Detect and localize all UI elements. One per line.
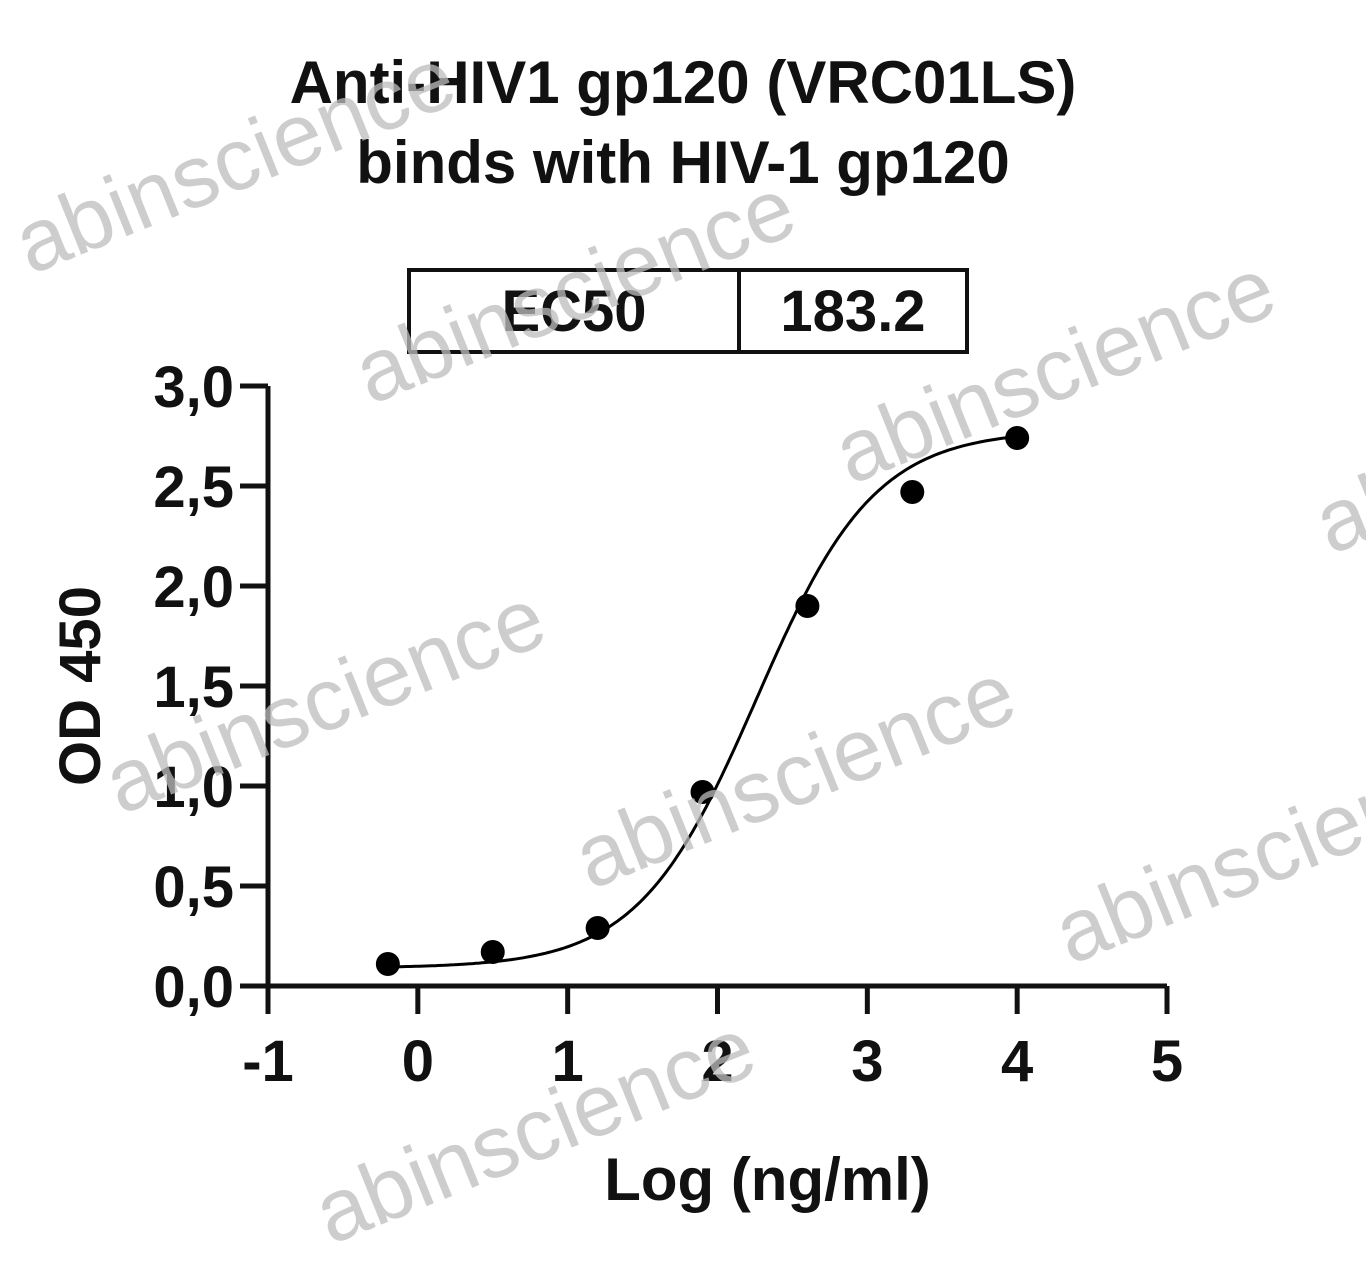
chart-title-line-1: Anti-HIV1 gp120 (VRC01LS) xyxy=(289,49,1077,116)
ec50-table: EC50 183.2 xyxy=(407,268,969,354)
x-tick-label: 3 xyxy=(851,1029,883,1094)
axis-labels-layer: 0,0 0,5 1,0 1,5 2,0 2,5 3,0 -1 0 1 2 3 4 5 Log (ng/ml)… xyxy=(48,355,1183,1213)
ec50-value: 183.2 xyxy=(780,278,926,344)
x-tick-label: 4 xyxy=(1001,1029,1033,1094)
data-point xyxy=(690,780,715,804)
x-tick-label: -1 xyxy=(242,1029,294,1094)
y-tick-label: 2,0 xyxy=(153,555,234,620)
y-tick-label: 3,0 xyxy=(153,355,234,420)
data-point xyxy=(375,952,400,976)
y-axis-label: OD 450 xyxy=(48,586,113,786)
x-tick-label: 5 xyxy=(1151,1029,1183,1094)
y-tick-label: 0,0 xyxy=(153,955,234,1020)
x-tick-label: 1 xyxy=(552,1029,584,1094)
data-points-layer xyxy=(375,426,1030,976)
y-tick-label: 2,5 xyxy=(153,455,234,520)
axes xyxy=(240,383,1170,1014)
y-tick-label: 0,5 xyxy=(153,855,234,920)
data-point xyxy=(480,940,505,964)
data-point xyxy=(795,594,820,618)
y-tick-label: 1,5 xyxy=(153,655,234,720)
data-point xyxy=(900,480,925,504)
data-point xyxy=(585,916,610,940)
x-tick-label: 0 xyxy=(402,1029,434,1094)
data-point xyxy=(1005,426,1030,450)
x-tick-label: 2 xyxy=(701,1029,733,1094)
ec50-label: EC50 xyxy=(411,272,741,350)
chart-title-line-2: binds with HIV-1 gp120 xyxy=(356,129,1010,196)
x-axis-label: Log (ng/ml) xyxy=(604,1146,931,1213)
y-tick-label: 1,0 xyxy=(153,755,234,820)
